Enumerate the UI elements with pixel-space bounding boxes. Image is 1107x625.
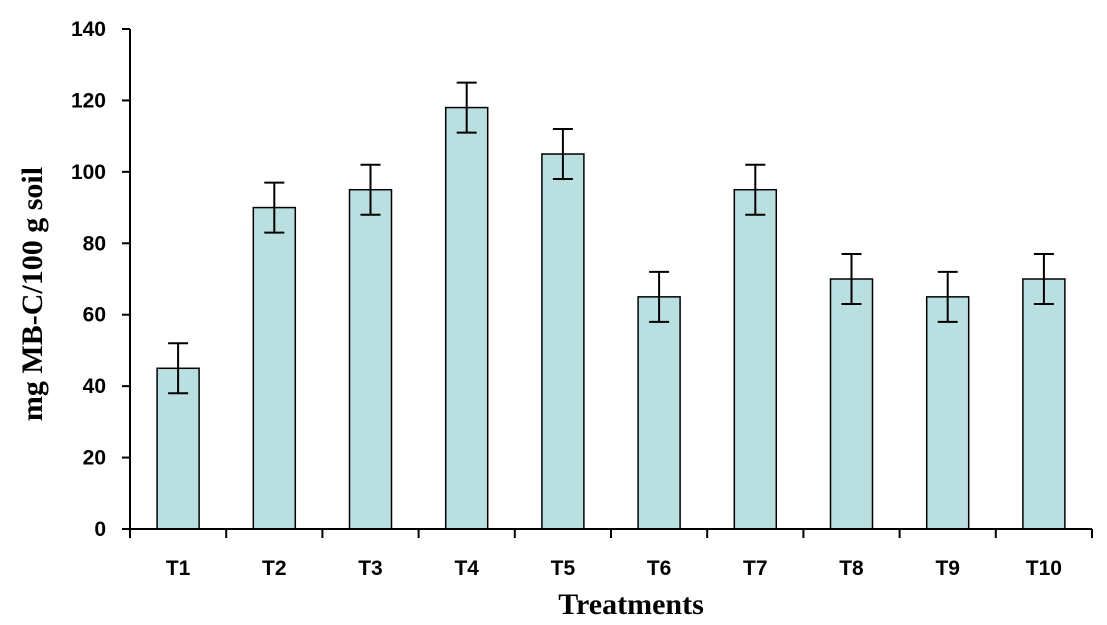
y-tick-label: 120 <box>71 89 106 112</box>
bar-t4 <box>444 106 489 530</box>
error-bar-t4 <box>456 81 477 134</box>
error-bar-t6 <box>649 270 670 323</box>
x-ticks <box>129 529 1093 538</box>
y-tick-label: 20 <box>83 447 106 470</box>
x-tick-label: T2 <box>262 557 287 580</box>
x-tick-label: T4 <box>454 557 479 580</box>
x-tick-label: T10 <box>1026 557 1062 580</box>
bar-t6 <box>637 296 681 530</box>
bar-t2 <box>252 206 297 530</box>
y-axis-title: mg MB-C/100 g soil <box>16 167 49 421</box>
bars <box>156 106 1066 530</box>
x-tick-label: T5 <box>551 557 576 580</box>
bar-t7 <box>733 188 778 530</box>
error-bars <box>168 81 1054 395</box>
bar-t3 <box>348 188 393 530</box>
bar-t10 <box>1022 278 1066 530</box>
x-axis-title: Treatments <box>558 588 704 621</box>
x-tick-label: T6 <box>647 557 672 580</box>
error-bar-t10 <box>1033 253 1054 305</box>
y-tick-label: 100 <box>71 161 106 184</box>
y-tick-label: 140 <box>71 18 106 41</box>
y-tick-labels: 0 20 40 60 80 100 120 140 <box>71 18 106 541</box>
bar-t9 <box>925 296 970 530</box>
error-bar-t3 <box>360 163 381 216</box>
error-bar-t1 <box>168 342 189 395</box>
error-bar-t2 <box>264 181 285 234</box>
error-bar-t8 <box>841 253 862 305</box>
bar-t5 <box>541 153 585 530</box>
y-tick-label: 0 <box>94 518 106 541</box>
bar-t1 <box>156 367 200 530</box>
x-tick-label: T9 <box>935 557 960 580</box>
x-tick-label: T8 <box>839 557 864 580</box>
y-tick-label: 80 <box>83 232 106 255</box>
y-tick-label: 60 <box>83 304 106 327</box>
bar-t8 <box>829 278 874 530</box>
x-tick-labels: T1 T2 T3 T4 T5 T6 T7 T8 T9 T10 <box>166 557 1062 580</box>
x-tick-label: T1 <box>166 557 191 580</box>
error-bar-t7 <box>745 163 766 216</box>
x-tick-label: T3 <box>358 557 383 580</box>
error-bar-t5 <box>552 128 573 180</box>
x-tick-label: T7 <box>743 557 768 580</box>
y-ticks <box>122 28 130 530</box>
error-bar-t9 <box>937 270 958 323</box>
y-tick-label: 40 <box>83 375 106 398</box>
